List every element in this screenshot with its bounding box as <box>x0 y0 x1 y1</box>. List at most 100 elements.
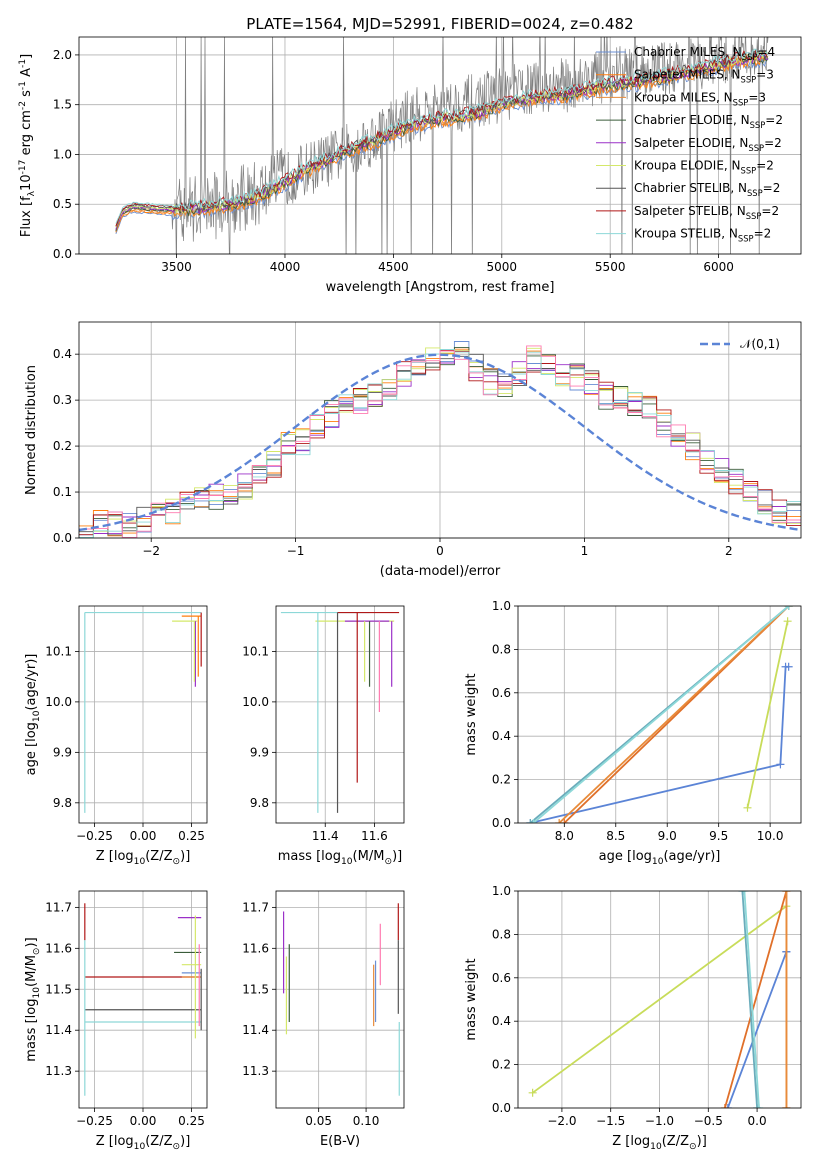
y-tick-label: 10.1 <box>45 644 72 658</box>
point-marker <box>528 1088 537 1097</box>
point-marker <box>753 1104 762 1108</box>
point-marker <box>784 662 793 671</box>
y-tick-label: 0.0 <box>53 247 72 261</box>
y-tick-label: 1.0 <box>53 147 72 161</box>
x-tick-label: 0.10 <box>353 1114 380 1128</box>
point-marker <box>738 891 747 895</box>
plot-layer: 3500 4000 4500 5000 5500 6000 0.0 0.5 1.0 1.5 2.0 w… <box>18 36 802 1152</box>
y-tick-label: 1.5 <box>53 98 72 112</box>
y-tick-label: 11.7 <box>242 900 269 914</box>
axes-spectrum: 3500 4000 4500 5000 5500 6000 0.0 0.5 1.0 1.5 2.0 w… <box>18 36 802 295</box>
y-axis-label: age [log10​(age/yr)] <box>24 654 42 776</box>
axes-massweight-vs-age: 8.0 8.5 9.0 9.5 10.0 0.0 0.2 0.4 0.6 0.8 1.0 age [l… <box>464 599 802 867</box>
mass-weight-line <box>726 951 788 1108</box>
y-tick-label: 0.4 <box>492 1014 511 1028</box>
y-tick-label: 0.3 <box>53 393 72 407</box>
axes-frame <box>78 36 802 255</box>
x-tick-label: 8.5 <box>606 829 625 843</box>
y-tick-label: 10.1 <box>242 644 269 658</box>
observed-spectrum <box>115 37 769 254</box>
y-tick-label: 11.3 <box>242 1064 269 1078</box>
x-axis-label: wavelength [Angstrom, rest frame] <box>326 280 555 295</box>
y-axis-label: Normed distribution <box>24 365 39 495</box>
x-tick-label: 9.5 <box>709 829 728 843</box>
point-marker <box>782 891 791 895</box>
y-tick-label: 0.4 <box>53 347 72 361</box>
point-marker <box>743 803 752 812</box>
x-axis-label: age [log10​(age/yr)] <box>599 849 721 867</box>
plot-area <box>115 37 769 254</box>
y-tick-label: 9.8 <box>250 796 269 810</box>
y-tick-label: 9.8 <box>53 796 72 810</box>
model-spectrum <box>115 56 769 234</box>
plot-area <box>84 611 202 813</box>
model-spectrum <box>115 48 769 224</box>
point-marker <box>720 1104 729 1108</box>
axes-frame <box>275 890 405 1109</box>
legend-label: Chabrier STELIB, NSSP​=2 <box>634 181 780 198</box>
x-axis-label: Z [log10​(Z/Z⊙​)] <box>96 849 191 867</box>
y-tick-label: 11.5 <box>45 982 72 996</box>
gaussian-curve <box>79 353 801 532</box>
y-tick-label: 2.0 <box>53 48 72 62</box>
x-tick-label: 0.25 <box>178 829 205 843</box>
axes-frame <box>517 890 802 1109</box>
point-marker <box>555 819 564 823</box>
x-tick-label: −2.0 <box>547 1114 576 1128</box>
x-tick-label: −0.5 <box>694 1114 723 1128</box>
y-tick-label: 10.0 <box>242 695 269 709</box>
y-tick-label: 0.6 <box>492 686 511 700</box>
x-tick-label: 0.25 <box>178 1114 205 1128</box>
x-axis-label: Z [log10​(Z/Z⊙​)] <box>96 1134 191 1152</box>
histogram-step <box>79 345 801 538</box>
legend-label: Chabrier MILES, NSSP​=4 <box>634 45 775 62</box>
legend-label: Kroupa STELIB, NSSP​=2 <box>634 227 771 244</box>
x-tick-label: 5500 <box>595 260 626 274</box>
x-tick-label: 2 <box>725 544 733 558</box>
x-tick-label: 5000 <box>487 260 518 274</box>
legend-label: Salpeter MILES, NSSP​=3 <box>634 68 774 85</box>
axes-age-vs-metallicity: −0.25 0.00 0.25 9.8 9.9 10.0 10.1 Z [log10​(Z/Z… <box>24 605 208 867</box>
legend-label: Salpeter STELIB, NSSP​=2 <box>634 204 779 221</box>
x-tick-label: −2 <box>142 544 160 558</box>
axes-frame <box>78 321 802 539</box>
y-tick-label: 0.5 <box>53 197 72 211</box>
axes-massweight-vs-metallicity: −2.0 −1.5 −1.0 −0.5 0.0 0.0 0.2 0.4 0.6 0.8 1.0 Z [… <box>464 884 802 1152</box>
plot-area <box>280 611 400 813</box>
y-tick-label: 0.0 <box>53 531 72 545</box>
y-tick-label: 11.7 <box>45 900 72 914</box>
x-axis-label: (data-model)/error <box>380 564 501 579</box>
legend-label: 𝒩(0,1) <box>740 337 780 351</box>
y-tick-label: 0.0 <box>492 816 511 830</box>
y-tick-label: 0.2 <box>492 773 511 787</box>
x-tick-label: −1 <box>287 544 305 558</box>
x-tick-label: −1.5 <box>596 1114 625 1128</box>
y-tick-label: 11.3 <box>45 1064 72 1078</box>
legend-label: Kroupa ELODIE, NSSP​=2 <box>634 159 774 176</box>
legend-label: Chabrier ELODIE, NSSP​=2 <box>634 113 783 130</box>
legend-label: Kroupa MILES, NSSP​=3 <box>634 90 766 107</box>
mass-weight-line <box>558 606 790 823</box>
plot-area <box>282 903 400 1096</box>
point-marker <box>740 891 749 895</box>
x-tick-label: −0.25 <box>76 1114 113 1128</box>
point-marker <box>782 1104 791 1108</box>
plot-area <box>526 606 793 823</box>
axes-mass-vs-ebv: 0.05 0.10 11.3 11.4 11.5 11.6 11.7 E(B-V) <box>242 890 405 1149</box>
point-marker <box>784 606 793 610</box>
point-marker <box>783 617 792 626</box>
y-tick-label: 0.4 <box>492 729 511 743</box>
x-tick-label: 4500 <box>378 260 409 274</box>
x-tick-label: 0.0 <box>748 1114 767 1128</box>
y-tick-label: 11.6 <box>45 941 72 955</box>
y-tick-label: 0.8 <box>492 927 511 941</box>
y-tick-label: 0.8 <box>492 642 511 656</box>
y-axis-label: mass weight <box>464 958 479 1040</box>
x-tick-label: 0.05 <box>305 1114 332 1128</box>
axes-frame <box>78 605 208 824</box>
x-tick-label: 3500 <box>161 260 192 274</box>
plot-area <box>528 891 791 1108</box>
mass-weight-line <box>746 621 789 808</box>
y-tick-label: 9.9 <box>250 745 269 759</box>
